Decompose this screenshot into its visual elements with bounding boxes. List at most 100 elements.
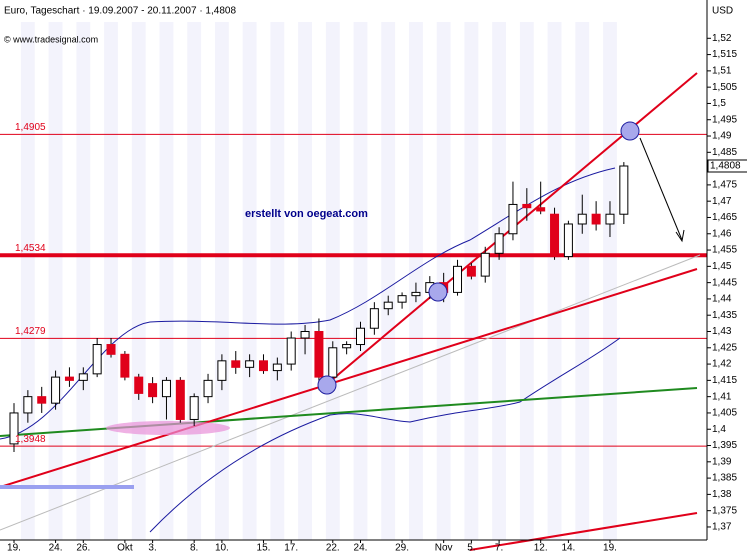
y-tick-label: 1,41 [712, 391, 732, 402]
candle-body [37, 396, 47, 404]
stripe [409, 22, 423, 540]
y-tick-label: 1,375 [712, 505, 737, 516]
stripe [242, 22, 257, 540]
x-tick-label: 17. [284, 543, 298, 554]
y-tick-label: 1,445 [712, 277, 737, 288]
y-tick-label: 1,44 [712, 294, 732, 305]
y-tick-label: 1,47 [712, 196, 732, 207]
stripe [20, 22, 35, 540]
candle-body [591, 213, 601, 225]
bollinger-lower [149, 337, 621, 533]
candle-body [397, 295, 407, 303]
candle-body [369, 308, 379, 329]
marker-circle [428, 282, 448, 302]
candle-body [383, 301, 393, 310]
marker-circle [317, 375, 337, 395]
candle-body [78, 373, 88, 381]
candle-body [328, 347, 338, 378]
candle-body [605, 213, 615, 225]
highlight-ellipse [106, 421, 230, 435]
x-tick-label: 19. [603, 543, 617, 554]
candle-body [577, 213, 587, 225]
stripe [270, 22, 285, 540]
y-tick-label: 1,395 [712, 440, 737, 451]
candle-body [453, 265, 463, 293]
x-tick-label: 19. [7, 543, 21, 554]
candle-body [161, 379, 171, 398]
stripe [131, 22, 146, 540]
candle-body [92, 344, 102, 375]
arrow-head [675, 229, 685, 243]
candle-body [300, 330, 310, 339]
y-tick-label: 1,455 [712, 245, 737, 256]
stripe [187, 22, 202, 540]
stripe [325, 22, 340, 540]
stripe [603, 22, 617, 540]
candle-body [51, 376, 61, 404]
y-tick-label: 1,415 [712, 375, 737, 386]
trend-line-grey [0, 254, 701, 531]
candle-body [342, 344, 352, 349]
candle-body [134, 376, 144, 394]
trend-line-bottom [469, 512, 698, 551]
y-tick-label: 1,39 [712, 456, 732, 467]
x-tick-label: Nov [435, 543, 453, 554]
candle-body [411, 291, 421, 297]
candle-body [536, 207, 546, 212]
y-tick-label: 1,43 [712, 326, 732, 337]
candle-body [494, 233, 504, 254]
y-tick-label: 1,49 [712, 131, 732, 142]
candle-body [175, 379, 185, 420]
candle-body [466, 265, 476, 277]
stripe [519, 22, 534, 540]
x-tick-label: 26. [76, 543, 90, 554]
candle-body [272, 363, 282, 372]
candle-body [245, 360, 255, 368]
x-tick-label: 12. [534, 543, 548, 554]
candle-body [508, 203, 518, 235]
y-tick-label: 1,51 [712, 66, 732, 77]
y-tick-label: 1,405 [712, 408, 737, 419]
x-tick-label: 24. [49, 543, 63, 554]
level-label: 1,4534 [15, 243, 46, 254]
stripe [353, 22, 368, 540]
stripe [547, 22, 562, 540]
candle-body [189, 396, 199, 420]
y-tick-label: 1,465 [712, 212, 737, 223]
candle-body [480, 252, 490, 277]
y-tick-label: 1,435 [712, 310, 737, 321]
candle-body [550, 213, 560, 258]
y-tick-label: 1,4 [712, 424, 726, 435]
x-tick-label: 24. [354, 543, 368, 554]
level-label: 1,4279 [15, 326, 46, 337]
chart-title: Euro, Tageschart · 19.09.2007 - 20.11.20… [4, 6, 236, 17]
x-tick-label: 7. [495, 543, 503, 554]
x-tick-label: 5. [467, 543, 475, 554]
y-tick-label: 1,5 [712, 98, 726, 109]
candle-body [563, 223, 573, 258]
y-tick-label: 1,46 [712, 228, 732, 239]
stripe [381, 22, 396, 540]
candle-body [258, 360, 268, 372]
last-price-box [707, 159, 747, 173]
stripe [48, 22, 63, 540]
annotation: erstellt von oegeat.com [245, 208, 368, 220]
x-tick-label: 8. [190, 543, 198, 554]
y-tick-label: 1,495 [712, 114, 737, 125]
level-label: 1,4905 [15, 122, 46, 133]
stripe [159, 22, 174, 540]
candle-body [314, 330, 324, 378]
candle-body [356, 327, 365, 346]
candle-body [522, 203, 532, 209]
marker-circle [620, 121, 640, 141]
candle-body [64, 376, 74, 381]
y-tick-label: 1,38 [712, 489, 732, 500]
candle-body [148, 383, 158, 398]
stripe [298, 22, 312, 540]
y-tick-label: 1,515 [712, 49, 737, 60]
y-axis-label: USD [712, 6, 733, 17]
y-tick-label: 1,385 [712, 473, 737, 484]
